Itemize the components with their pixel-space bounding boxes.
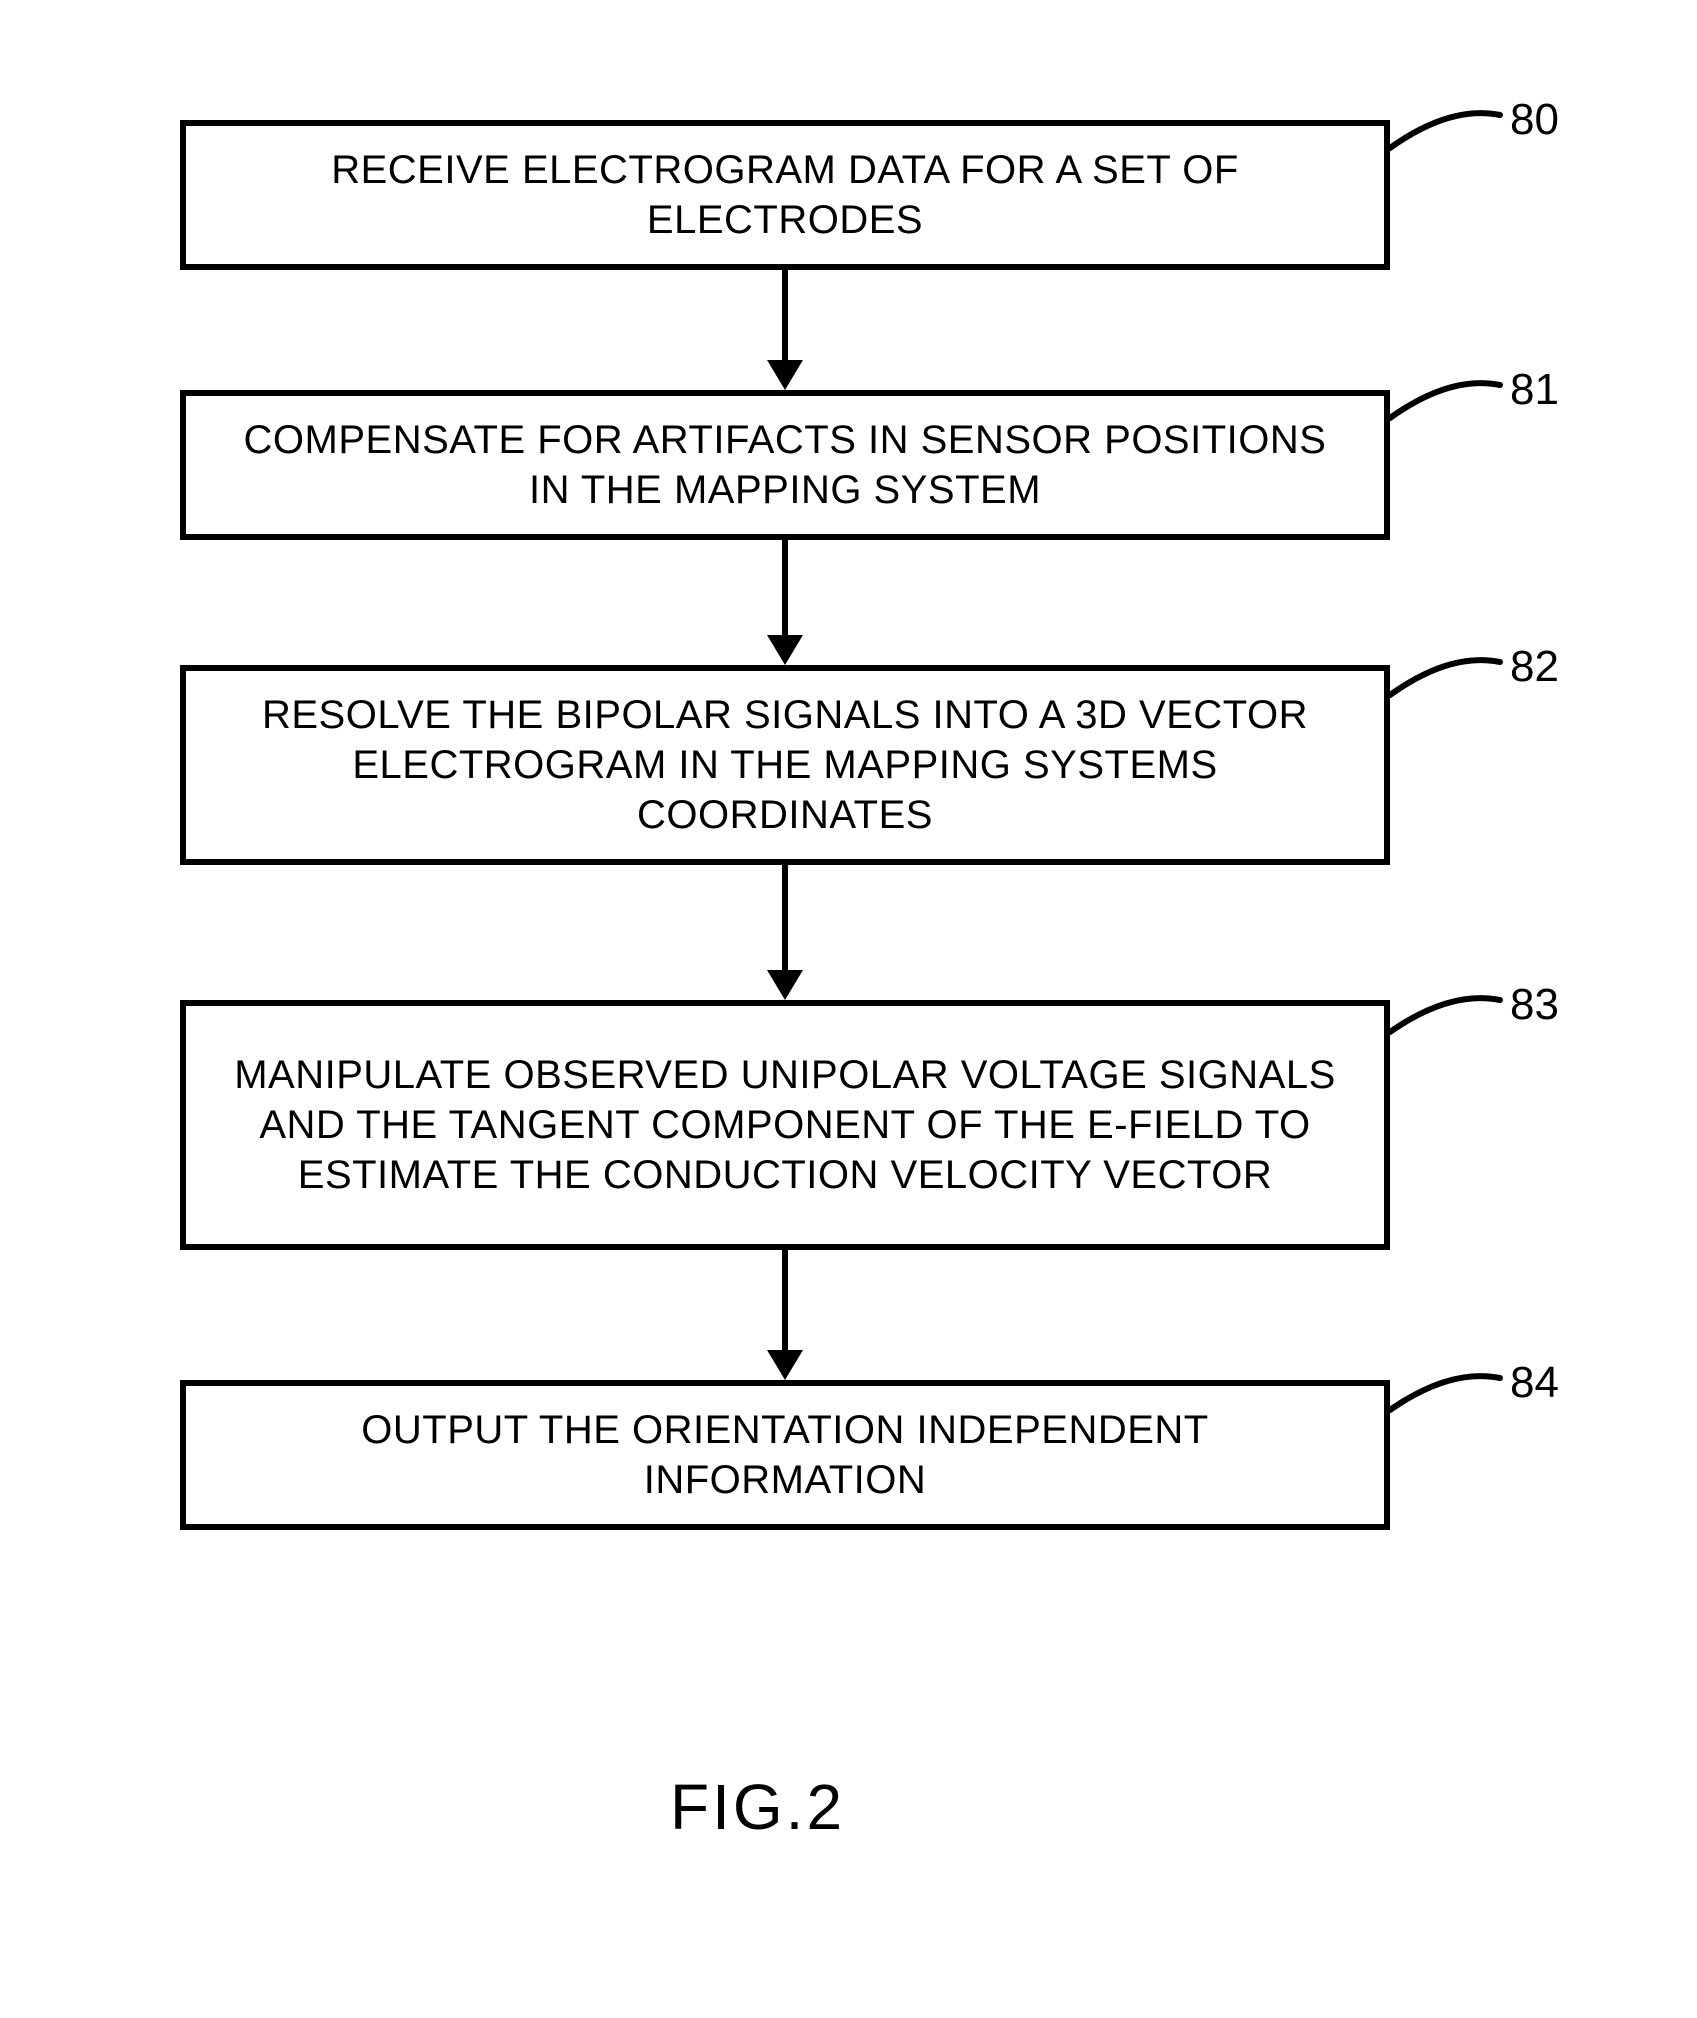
flow-box-83: MANIPULATE OBSERVED UNIPOLAR VOLTAGE SIG… — [180, 1000, 1390, 1250]
flow-box-text-82: RESOLVE THE BIPOLAR SIGNALS INTO A 3D VE… — [226, 690, 1344, 840]
ref-label-82: 82 — [1510, 642, 1559, 692]
arrow-82-83 — [782, 865, 788, 974]
ref-label-81: 81 — [1510, 365, 1559, 415]
arrow-head-80-81 — [767, 360, 803, 390]
arrow-80-81 — [782, 270, 788, 364]
ref-label-80: 80 — [1510, 95, 1559, 145]
flowchart-canvas: RECEIVE ELECTROGRAM DATA FOR A SET OF EL… — [0, 0, 1697, 2018]
arrow-head-81-82 — [767, 635, 803, 665]
callout-82 — [1380, 642, 1510, 705]
arrow-81-82 — [782, 540, 788, 639]
arrow-head-82-83 — [767, 970, 803, 1000]
arrow-head-83-84 — [767, 1350, 803, 1380]
callout-83 — [1380, 980, 1510, 1042]
flow-box-text-80: RECEIVE ELECTROGRAM DATA FOR A SET OF EL… — [226, 145, 1344, 245]
flow-box-84: OUTPUT THE ORIENTATION INDEPENDENT INFOR… — [180, 1380, 1390, 1530]
callout-84 — [1380, 1358, 1510, 1420]
arrow-83-84 — [782, 1250, 788, 1354]
figure-label: FIG.2 — [670, 1770, 845, 1844]
ref-label-83: 83 — [1510, 980, 1559, 1030]
callout-80 — [1380, 95, 1510, 158]
flow-box-80: RECEIVE ELECTROGRAM DATA FOR A SET OF EL… — [180, 120, 1390, 270]
flow-box-text-81: COMPENSATE FOR ARTIFACTS IN SENSOR POSIT… — [226, 415, 1344, 515]
flow-box-82: RESOLVE THE BIPOLAR SIGNALS INTO A 3D VE… — [180, 665, 1390, 865]
flow-box-text-83: MANIPULATE OBSERVED UNIPOLAR VOLTAGE SIG… — [226, 1050, 1344, 1200]
callout-81 — [1380, 365, 1510, 428]
flow-box-text-84: OUTPUT THE ORIENTATION INDEPENDENT INFOR… — [226, 1405, 1344, 1505]
flow-box-81: COMPENSATE FOR ARTIFACTS IN SENSOR POSIT… — [180, 390, 1390, 540]
ref-label-84: 84 — [1510, 1358, 1559, 1408]
